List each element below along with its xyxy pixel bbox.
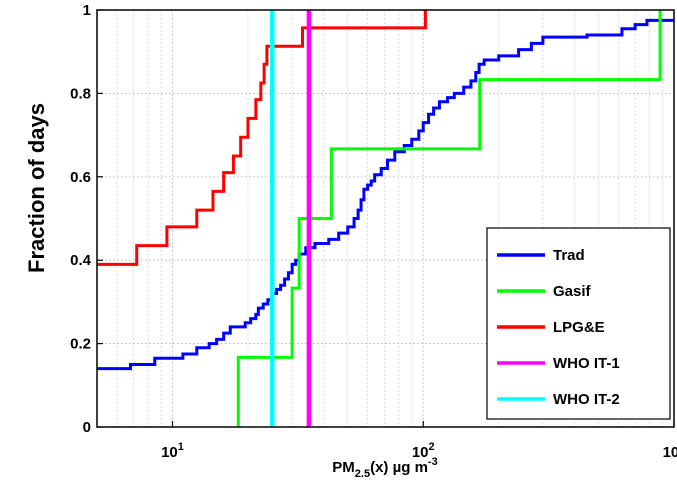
legend-label: Trad	[553, 247, 585, 264]
x-tick-label: 103	[663, 441, 677, 461]
y-tick-label: 0.2	[70, 336, 91, 353]
series-line-trad	[97, 18, 674, 371]
y-tick-label: 0	[83, 419, 91, 436]
x-axis-title: PM2.5(x) µg m-3	[332, 456, 437, 480]
series-lines	[97, 10, 674, 427]
legend-label: Gasif	[553, 283, 592, 300]
series-line-lpg-e	[97, 10, 427, 266]
legend: Trad Gasif LPG&E WHO IT-1 WHO IT-2	[486, 227, 671, 420]
legend-box	[486, 227, 671, 420]
series-line-gasif	[236, 10, 662, 427]
x-tick-label: 101	[161, 441, 184, 461]
x-tick-label: 102	[412, 441, 435, 461]
y-tick-label: 0.4	[70, 252, 92, 269]
axis-ticks: 101 102 103 0 0.2 0.4 0.6 0.8 1	[70, 2, 677, 461]
legend-label: WHO IT-1	[553, 355, 620, 372]
legend-label: LPG&E	[553, 319, 605, 336]
plot-frame	[96, 9, 675, 428]
y-tick-label: 1	[83, 2, 91, 19]
y-tick-label: 0.6	[70, 169, 91, 186]
y-axis-title: Fraction of days	[24, 103, 49, 273]
legend-label: WHO IT-2	[553, 391, 620, 408]
y-tick-label: 0.8	[70, 85, 91, 102]
